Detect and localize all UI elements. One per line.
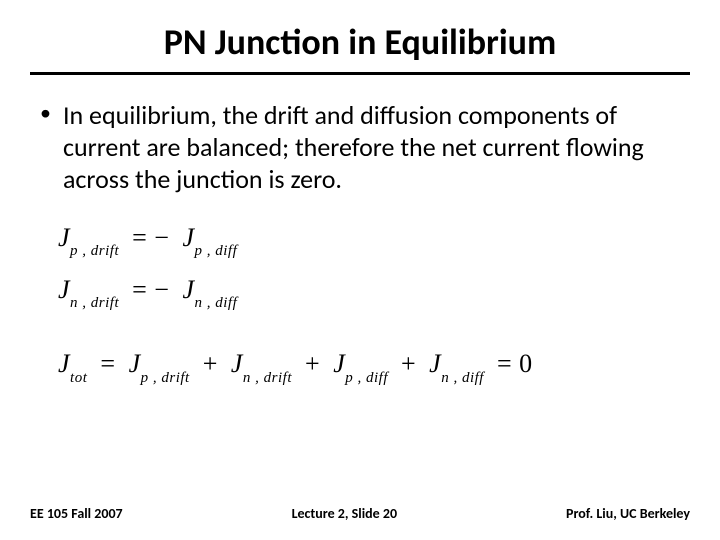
eq-sub: n , drift [243,370,292,386]
eq-sub: p , diff [195,243,238,259]
eq-sub: p , drift [141,370,190,386]
eq-sym: J [333,349,345,378]
footer-left: EE 105 Fall 2007 [30,505,123,522]
equation-jp: Jp , drift = − Jp , diff [58,223,686,257]
eq-sym: J [129,349,141,378]
equation-jtot: Jtot = Jp , drift + Jn , drift + Jp , di… [58,349,686,383]
eq-sub: p , drift [70,243,119,259]
eq-sub: tot [70,370,87,386]
eq-op: + [299,349,326,378]
slide-body: • In equilibrium, the drift and diffusio… [30,99,690,384]
eq-op: = [94,349,121,378]
eq-sym: J [182,223,194,252]
eq-sub: p , diff [345,370,388,386]
eq-sym: J [231,349,243,378]
eq-op: = − [126,223,175,252]
eq-sub: n , diff [441,370,484,386]
slide-footer: EE 105 Fall 2007 Lecture 2, Slide 20 Pro… [30,505,690,522]
eq-op: = − [126,275,175,304]
eq-op: + [395,349,422,378]
bullet-item: • In equilibrium, the drift and diffusio… [34,99,686,195]
eq-sub: n , diff [195,295,238,311]
footer-center: Lecture 2, Slide 20 [292,505,398,522]
bullet-marker-icon: • [34,99,51,127]
eq-sym: J [58,223,70,252]
bullet-text: In equilibrium, the drift and diffusion … [63,99,686,195]
equation-jn: Jn , drift = − Jn , diff [58,275,686,309]
eq-sym: J [429,349,441,378]
eq-tail: = 0 [491,349,539,378]
eq-sym: J [182,275,194,304]
eq-sub: n , drift [70,295,119,311]
slide-title: PN Junction in Equilibrium [30,20,690,75]
footer-right: Prof. Liu, UC Berkeley [566,505,690,522]
eq-op: + [197,349,224,378]
eq-sym: J [58,349,70,378]
equation-block: Jp , drift = − Jp , diff Jn , drift = − … [34,223,686,384]
slide: PN Junction in Equilibrium • In equilibr… [0,0,720,540]
eq-sym: J [58,275,70,304]
